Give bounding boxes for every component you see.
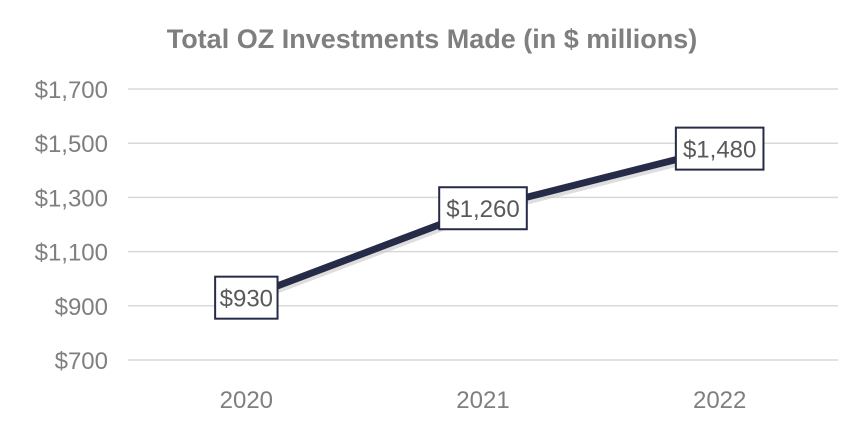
y-tick-label: $700 (55, 348, 108, 375)
x-tick-label: 2022 (693, 387, 746, 414)
x-tick-label: 2021 (456, 387, 509, 414)
data-label-text: $1,480 (683, 137, 756, 164)
y-tick-label: $1,100 (35, 240, 108, 267)
data-labels: $930 $1,260 $1,480 (215, 128, 763, 319)
data-label: $930 (215, 277, 277, 319)
data-label-text: $1,260 (446, 196, 519, 223)
y-tick-label: $1,300 (35, 185, 108, 212)
data-label: $1,260 (439, 187, 527, 229)
x-tick-label: 2020 (220, 387, 273, 414)
data-label: $1,480 (676, 128, 764, 170)
data-label-text: $930 (220, 286, 273, 313)
y-tick-label: $1,700 (35, 77, 108, 104)
y-tick-label: $1,500 (35, 131, 108, 158)
y-axis-tick-labels: $700 $900 $1,100 $1,300 $1,500 $1,700 (35, 77, 108, 375)
y-tick-label: $900 (55, 294, 108, 321)
x-axis-tick-labels: 2020 2021 2022 (220, 387, 747, 414)
chart-title: Total OZ Investments Made (in $ millions… (167, 24, 698, 54)
